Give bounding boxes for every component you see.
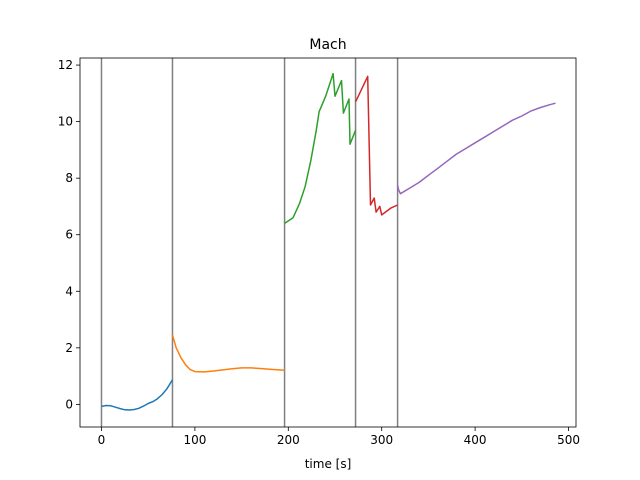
series-line-4 [396,102,556,195]
x-tick-label: 100 [183,433,206,447]
series-line-1 [171,334,285,373]
y-tick-label: 6 [65,228,73,242]
y-axis-ticks: 0 2 4 6 8 10 12 [58,58,80,411]
x-axis-label: time [s] [305,457,352,471]
y-tick-label: 10 [58,115,73,129]
series-line-2 [284,72,357,225]
x-tick-label: 300 [370,433,393,447]
x-axis-ticks: 0 100 200 300 400 500 [98,427,580,447]
series-line-3 [354,75,398,216]
x-tick-label: 400 [464,433,487,447]
x-tick-label: 0 [98,433,106,447]
y-tick-label: 12 [58,58,73,72]
x-tick-label: 200 [277,433,300,447]
chart-title: Mach [309,37,346,53]
vertical-lines [100,58,399,427]
y-tick-label: 8 [65,171,73,185]
y-tick-label: 0 [65,397,73,411]
plot-frame [79,57,577,428]
y-tick-label: 2 [65,341,73,355]
series-line-0 [101,379,174,411]
series-lines [101,72,556,411]
x-tick-label: 500 [557,433,580,447]
y-tick-label: 4 [65,284,73,298]
